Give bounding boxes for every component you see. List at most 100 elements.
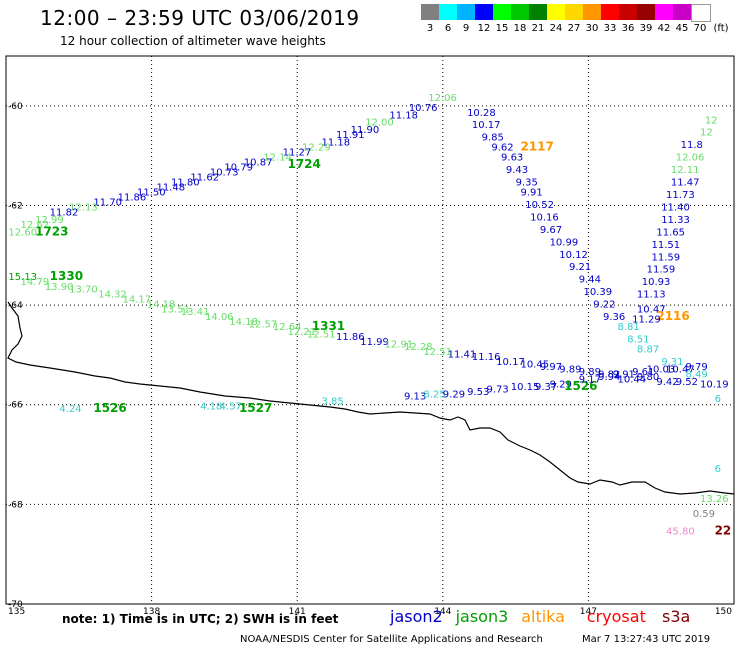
wave-height-value: 10.39 (584, 287, 613, 298)
wave-height-value: 4.24 (59, 404, 81, 415)
wave-height-value: 3.85 (321, 397, 343, 408)
wave-height-value: 12.51 (423, 347, 452, 358)
map-title: 12:00 – 23:59 UTC 03/06/2019 (40, 6, 360, 30)
wave-height-value: 11.90 (351, 125, 380, 136)
legend-swatch (565, 4, 583, 20)
wave-height-value: 9.80 (637, 372, 659, 383)
wave-height-value: 12.51 (307, 329, 336, 340)
wave-height-value: 10.99 (550, 237, 579, 248)
wave-height-value: 12.28 (404, 342, 433, 353)
legend-swatch (673, 4, 691, 20)
wave-height-value: 10.15 (511, 382, 540, 393)
wave-height-value: 9.29 (443, 389, 465, 400)
wave-height-value: 11.70 (93, 197, 122, 208)
wave-height-value: 9.97 (540, 362, 562, 373)
pass-time-label: 22 (715, 523, 732, 537)
wave-height-value: 12.29 (302, 143, 331, 154)
wave-height-value: 14.06 (205, 312, 234, 323)
legend-swatch (601, 4, 619, 20)
wave-height-value: 6 (715, 394, 721, 405)
wave-height-value: 14.17 (122, 295, 151, 306)
lon-tick-label: 147 (580, 607, 597, 617)
wave-height-value: 11.73 (666, 190, 695, 201)
wave-height-value: 9.13 (404, 392, 426, 403)
wave-height-value: 9.91 (613, 369, 635, 380)
legend-label: 21 (531, 23, 545, 34)
wave-height-value: 9.53 (467, 387, 489, 398)
wave-height-value: 9.21 (569, 262, 591, 273)
wave-height-value: 9.22 (593, 300, 615, 311)
wave-height-value: 10.45 (520, 359, 549, 370)
wave-height-value: 9.62 (491, 143, 513, 154)
wave-height-value: 11.82 (50, 207, 79, 218)
wave-height-value: 11.8 (681, 140, 703, 151)
wave-height-value: 9.67 (540, 225, 562, 236)
wave-height-value: 10.44 (618, 374, 647, 385)
wave-height-value: 13.26 (700, 494, 729, 505)
lon-tick-label: 150 (715, 607, 732, 617)
lon-tick-label: 144 (434, 607, 451, 617)
wave-height-value: 12.60 (8, 227, 37, 238)
wave-height-value: 9.94 (598, 372, 620, 383)
wave-height-value: 8.25 (423, 389, 445, 400)
wave-height-value: 11.48 (156, 183, 185, 194)
wave-height-value: 14.18 (147, 300, 176, 311)
pass-time-label: 1331 (312, 319, 345, 333)
wave-height-value: 14.32 (98, 290, 127, 301)
satellite-s3a: s3a (662, 607, 691, 626)
axis-ticks: 135 138 141 144 147 150 -60 -62 -64 -66 -68 -70 (8, 102, 732, 617)
legend-swatch (529, 4, 547, 20)
legend-swatch (691, 4, 711, 22)
pass-time-label: 1526 (93, 401, 126, 415)
wave-height-value: 11.51 (651, 240, 680, 251)
wave-height-value: 10.19 (700, 379, 729, 390)
wave-height-value: 9.52 (676, 377, 698, 388)
wave-height-value: 9.31 (661, 357, 683, 368)
wave-height-value: 9.43 (506, 165, 528, 176)
wave-height-value: 11.59 (651, 252, 680, 263)
wave-height-value: 6 (715, 464, 721, 475)
pass-time-label: 2117 (520, 140, 553, 154)
wave-height-value: 10.87 (244, 158, 273, 169)
wave-height-value: 12.21 (287, 327, 316, 338)
wave-height-value: 0.59 (693, 509, 715, 520)
wave-height-value: 9.89 (559, 364, 581, 375)
pass-time-label: 1724 (287, 157, 320, 171)
wave-height-value: 9.17 (579, 374, 601, 385)
legend-label: 15 (495, 23, 509, 34)
legend-swatch (547, 4, 565, 20)
wave-height-value: 11.18 (389, 110, 418, 121)
legend-swatch (511, 4, 529, 20)
legend-label: 42 (657, 23, 671, 34)
generation-timestamp: Mar 7 13:27:43 UTC 2019 (582, 634, 711, 645)
wave-height-value: 12.11 (671, 165, 700, 176)
legend-swatch (457, 4, 475, 20)
legend-label: 30 (585, 23, 599, 34)
wave-height-value: 9.42 (656, 377, 678, 388)
wave-height-value: 9.36 (603, 312, 625, 323)
wave-height-value: 11.40 (661, 202, 690, 213)
pass-time-label: 1527 (239, 401, 272, 415)
legend-label: 70 (693, 23, 707, 34)
wave-height-value: 12.64 (273, 322, 302, 333)
wave-height-value: 10.47 (637, 305, 666, 316)
legend-label: 3 (426, 23, 434, 34)
wave-height-value: 9.29 (550, 379, 572, 390)
legend-label: 9 (462, 23, 470, 34)
legend-swatch (655, 4, 673, 20)
legend-swatch (475, 4, 493, 20)
wave-height-value: 10.03 (647, 364, 676, 375)
wave-height-value: 10.73 (210, 168, 239, 179)
wave-height-value: 12 (700, 128, 713, 139)
lat-tick-label: -70 (8, 600, 23, 610)
footer-note: note: 1) Time is in UTC; 2) SWH is in fe… (62, 612, 339, 626)
wave-height-value: 12.00 (365, 118, 394, 129)
legend-label: 27 (567, 23, 581, 34)
satellite-cryosat: cryosat (586, 607, 646, 626)
lat-tick-label: -66 (8, 401, 23, 411)
wave-height-value: 10.52 (525, 200, 554, 211)
lon-tick-label: 135 (8, 607, 25, 617)
wave-height-value: 10.17 (472, 120, 501, 131)
legend-label: 39 (639, 23, 653, 34)
